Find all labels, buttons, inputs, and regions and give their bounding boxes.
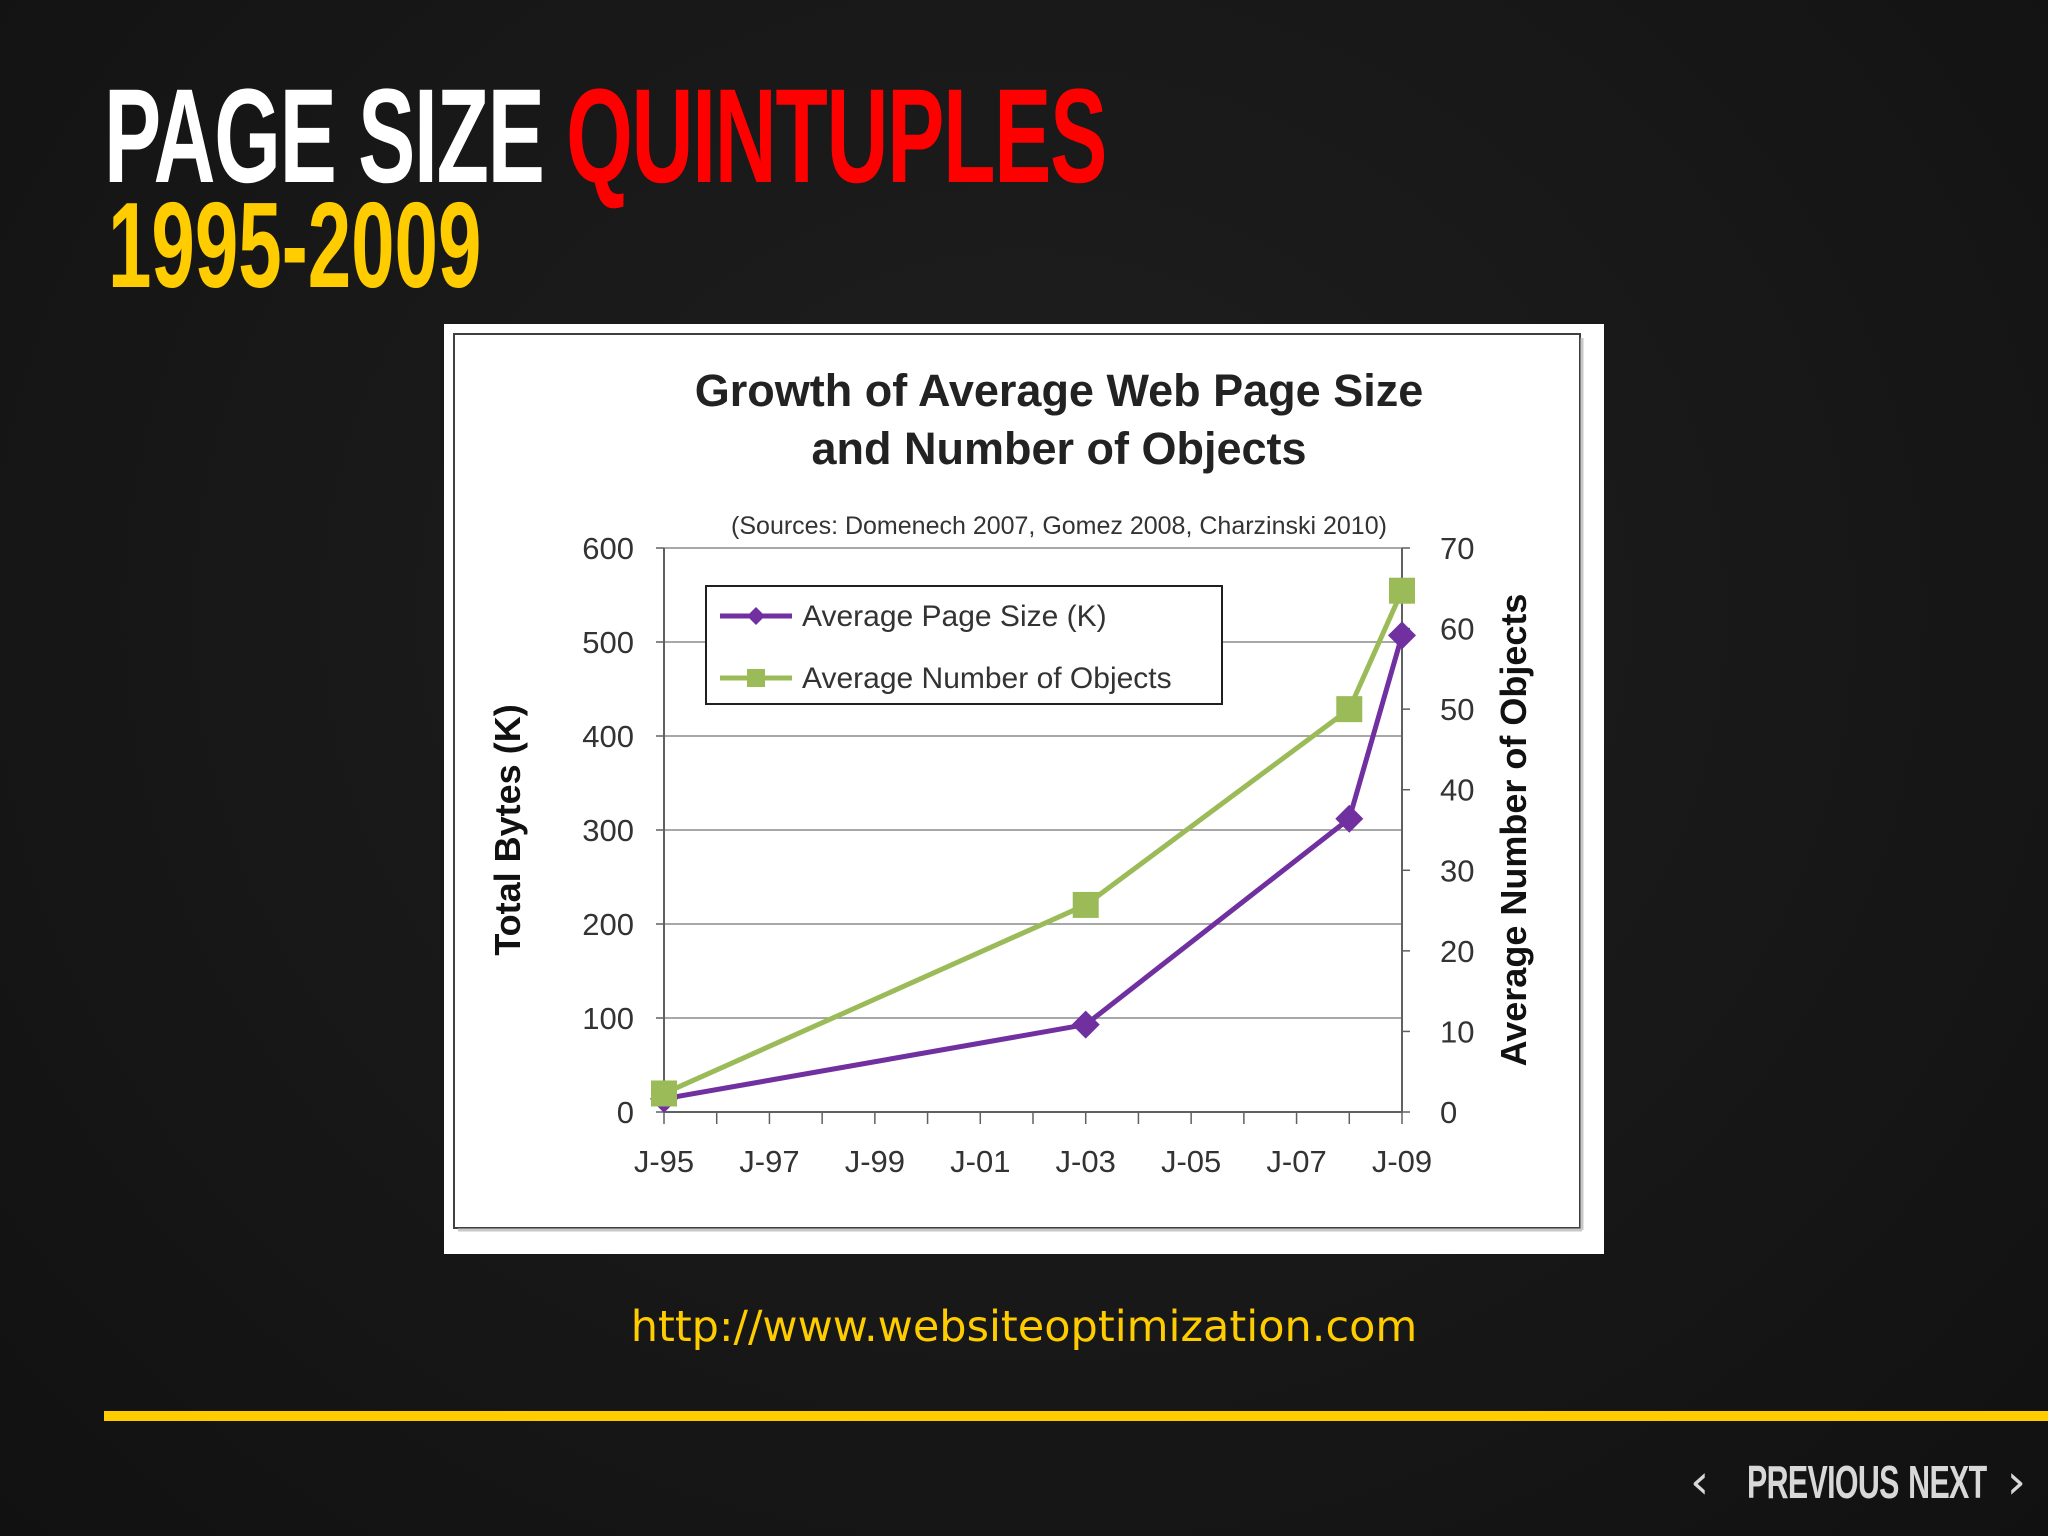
series-2-point	[1389, 577, 1415, 604]
y-tick-label: 100	[582, 1001, 634, 1036]
x-tick-label: J-95	[634, 1144, 694, 1179]
x-tick-label: J-07	[1266, 1144, 1326, 1179]
series-1-point	[1071, 1010, 1100, 1039]
chart-title-line: and Number of Objects	[811, 423, 1306, 474]
series-line-2	[662, 589, 1405, 1096]
y2-tick-label: 40	[1440, 773, 1474, 808]
legend-label: Average Page Size (K)	[802, 600, 1107, 633]
series-2-point	[1336, 696, 1363, 723]
y-tick-label: 0	[617, 1095, 634, 1130]
y2-tick-label: 70	[1440, 531, 1474, 566]
next-button[interactable]: NEXT ›	[1888, 1454, 2026, 1510]
y2-tick-label: 30	[1440, 853, 1474, 888]
y-tick-label: 300	[582, 813, 634, 848]
slide-subtitle: 1995-2009	[108, 177, 482, 313]
title-white-part: PAGE SIZE	[104, 62, 545, 211]
legend-box	[705, 585, 1223, 705]
x-tick-label: J-05	[1161, 1144, 1221, 1179]
chart-frame: Growth of Average Web Page Size and Numbe…	[444, 324, 1604, 1254]
previous-button[interactable]: ‹ PREVIOUS	[1690, 1454, 1938, 1510]
chevron-left-icon: ‹	[1690, 1454, 1709, 1510]
series-1-point	[1335, 804, 1364, 833]
y2-tick-label: 60	[1440, 612, 1474, 647]
y2-tick-label: 0	[1440, 1095, 1457, 1130]
legend-swatch-marker	[747, 607, 765, 625]
y-tick-label: 400	[582, 719, 634, 754]
chart-inner-border	[453, 333, 1581, 1229]
title-red-part: QUINTUPLES	[566, 62, 1107, 211]
x-tick-label: J-99	[845, 1144, 905, 1179]
slide-title: PAGE SIZE QUINTUPLES	[104, 70, 1107, 204]
chart: Growth of Average Web Page Size and Numbe…	[453, 333, 1584, 1232]
y2-tick-label: 50	[1440, 692, 1474, 727]
y2-axis-title: Average Number of Objects	[1493, 594, 1534, 1067]
y-tick-label: 500	[582, 625, 634, 660]
next-label: NEXT	[1908, 1456, 1987, 1508]
chart-sources-note: (Sources: Domenech 2007, Gomez 2008, Cha…	[731, 512, 1387, 540]
y-tick-label: 200	[582, 907, 634, 942]
series-2-point	[651, 1080, 677, 1107]
chart-title-line: Growth of Average Web Page Size	[695, 365, 1424, 416]
x-tick-label: J-01	[950, 1144, 1010, 1179]
y-axis-title: Total Bytes (K)	[487, 704, 528, 955]
y2-tick-label: 10	[1440, 1014, 1474, 1049]
series-2-point	[1072, 891, 1099, 918]
x-tick-label: J-03	[1056, 1144, 1116, 1179]
series-line-1	[663, 634, 1405, 1102]
legend-swatch-marker	[747, 669, 765, 687]
y2-tick-label: 20	[1440, 934, 1474, 969]
x-tick-label: J-09	[1372, 1144, 1432, 1179]
y-tick-label: 600	[582, 531, 634, 566]
legend-label: Average Number of Objects	[802, 662, 1172, 695]
x-tick-label: J-97	[739, 1144, 799, 1179]
chevron-right-icon: ›	[2006, 1454, 2026, 1510]
previous-label: PREVIOUS	[1747, 1456, 1899, 1508]
source-url[interactable]: http://www.websiteoptimization.com	[630, 1302, 1418, 1352]
footer-divider	[104, 1411, 2048, 1421]
series-1-point	[1388, 621, 1416, 650]
